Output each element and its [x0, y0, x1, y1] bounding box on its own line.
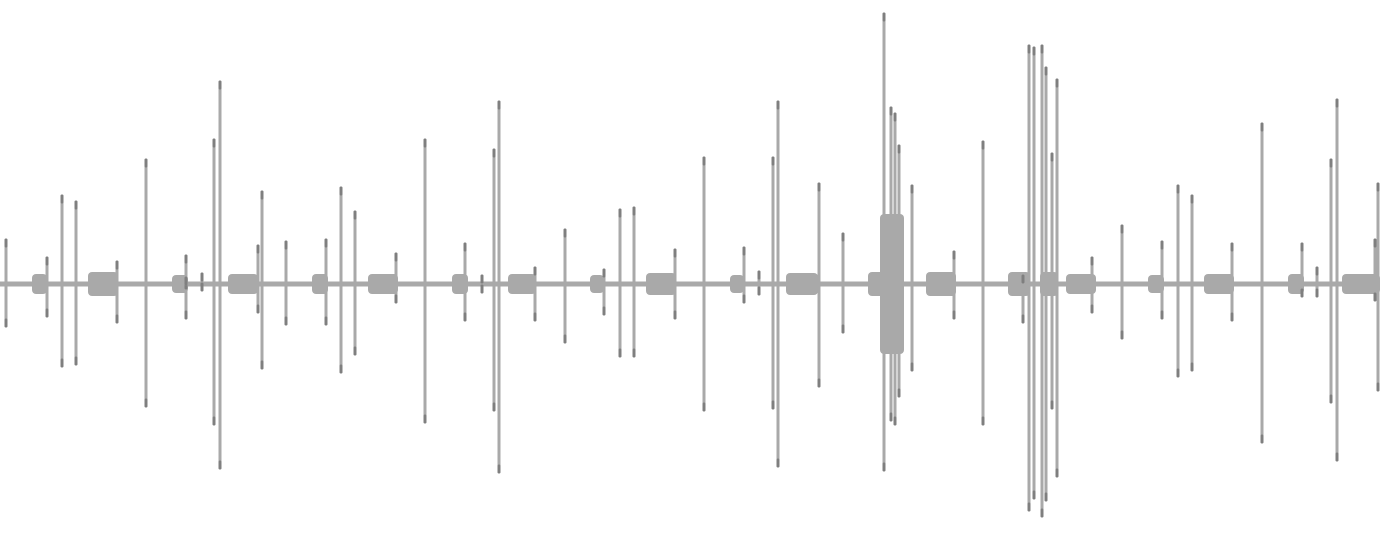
waveform-cluster — [786, 273, 818, 295]
waveform-cluster — [1342, 274, 1380, 294]
waveform-cluster — [172, 275, 188, 293]
waveform-cluster — [508, 274, 536, 294]
waveform-cluster — [228, 274, 258, 294]
waveform-cluster — [312, 274, 328, 294]
waveform-cluster — [730, 275, 744, 293]
waveform-cluster — [1288, 274, 1304, 294]
waveform-cluster — [1204, 274, 1234, 294]
waveform-cluster — [926, 272, 956, 296]
waveform-cluster — [1148, 275, 1164, 293]
waveform-cluster — [590, 275, 604, 293]
waveform-cluster — [368, 274, 398, 294]
waveform-cluster — [32, 274, 47, 294]
waveform-cluster — [88, 272, 118, 296]
waveform-cluster — [1066, 274, 1096, 294]
waveform-cluster — [1008, 272, 1030, 296]
waveform-spikes — [4, 12, 1380, 518]
waveform-cluster — [646, 273, 676, 295]
